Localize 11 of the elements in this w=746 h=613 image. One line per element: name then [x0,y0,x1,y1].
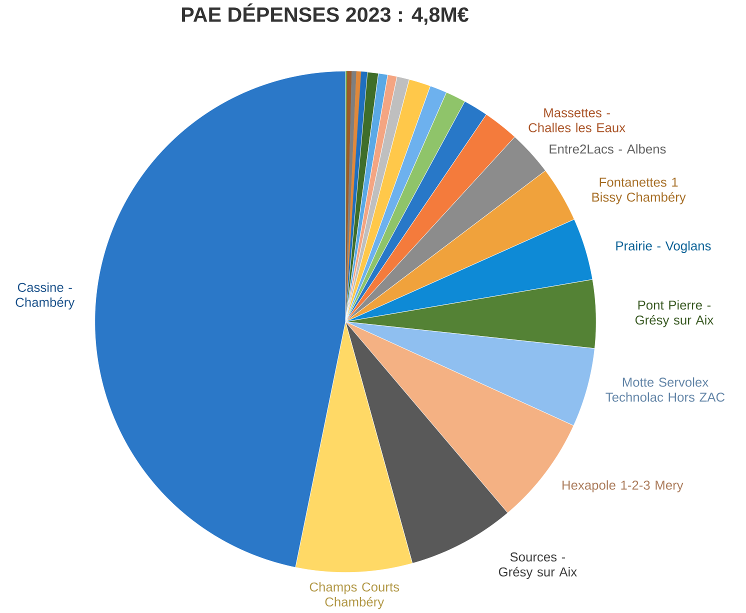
slice-label: Champs Courts Chambéry [310,582,400,610]
slice-label: Sources - Grésy sur Aix [498,552,577,580]
slice-label: Entre2Lacs - Albens [550,144,666,154]
slice-label: Fontanettes 1 Bissy Chambéry [592,178,686,205]
slice-label: Prairie - Voglans [616,241,711,254]
slice-label: Massettes - Challes les Eaux [528,108,626,133]
chart-title: PAE DÉPENSES 2023 : 4,8M€ [182,4,469,26]
slice-label: Motte Servolex Technolac Hors ZAC [606,378,725,402]
slice-label: Cassine - Chambéry [16,282,75,310]
slice-label: Hexapole 1-2-3 Mery [562,480,684,493]
slice-label: Pont Pierre - Grésy sur Aix [635,300,714,328]
